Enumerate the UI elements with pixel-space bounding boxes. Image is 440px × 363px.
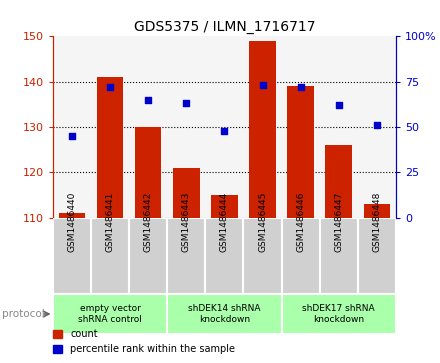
Text: protocol: protocol: [2, 309, 45, 319]
Bar: [135, 127, 161, 218]
Point: [106, 84, 114, 90]
Text: shDEK14 shRNA
knockdown: shDEK14 shRNA knockdown: [188, 304, 260, 324]
Bar: [282, 218, 320, 294]
Bar: [282, 294, 396, 334]
Point: [259, 82, 266, 88]
Bar: [363, 204, 390, 218]
Bar: [243, 218, 282, 294]
Title: GDS5375 / ILMN_1716717: GDS5375 / ILMN_1716717: [134, 20, 315, 34]
Bar: [287, 86, 314, 218]
Bar: [91, 218, 129, 294]
Text: GSM1486444: GSM1486444: [220, 192, 229, 252]
Bar: [167, 218, 205, 294]
Text: GSM1486443: GSM1486443: [182, 192, 191, 252]
Bar: [59, 213, 85, 218]
Bar: [97, 77, 123, 218]
Bar: [205, 218, 243, 294]
Legend: count, percentile rank within the sample: count, percentile rank within the sample: [49, 326, 239, 358]
Point: [297, 84, 304, 90]
Text: GSM1486440: GSM1486440: [67, 192, 77, 252]
Point: [183, 101, 190, 106]
Text: shDEK17 shRNA
knockdown: shDEK17 shRNA knockdown: [302, 304, 375, 324]
Point: [221, 128, 228, 134]
Bar: [173, 168, 200, 218]
Bar: [358, 218, 396, 294]
Text: GSM1486441: GSM1486441: [106, 192, 114, 252]
Point: [145, 97, 152, 103]
Text: GSM1486445: GSM1486445: [258, 192, 267, 252]
Bar: [320, 218, 358, 294]
Bar: [167, 294, 282, 334]
Bar: [249, 41, 276, 218]
Text: GSM1486446: GSM1486446: [296, 192, 305, 252]
Bar: [53, 218, 91, 294]
Bar: [53, 294, 167, 334]
Point: [335, 102, 342, 108]
Point: [374, 122, 381, 128]
Point: [68, 133, 75, 139]
Text: GSM1486442: GSM1486442: [143, 192, 153, 252]
Text: GSM1486448: GSM1486448: [372, 192, 381, 252]
Bar: [129, 218, 167, 294]
Bar: [211, 195, 238, 218]
Bar: [326, 145, 352, 218]
Text: empty vector
shRNA control: empty vector shRNA control: [78, 304, 142, 324]
Text: GSM1486447: GSM1486447: [334, 192, 343, 252]
